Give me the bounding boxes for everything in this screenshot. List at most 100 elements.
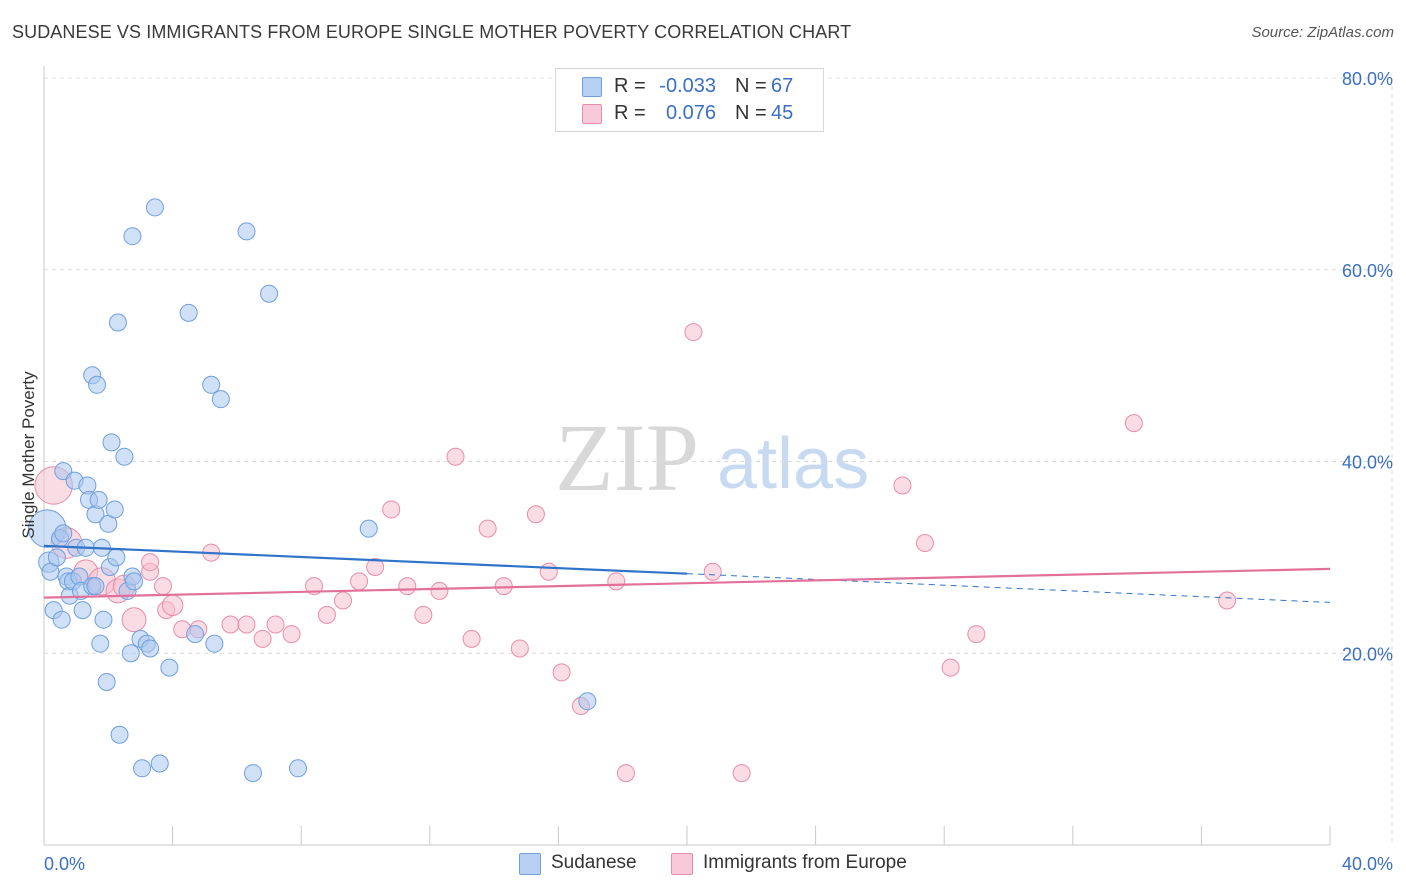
- europe-point: [333, 591, 352, 610]
- correlation-legend: R = -0.033 N = 67 R = 0.076 N = 45: [555, 68, 824, 132]
- sudanese-point: [186, 625, 205, 644]
- sudanese-point: [205, 634, 224, 653]
- sudanese-point: [102, 433, 121, 452]
- sudanese-point: [115, 447, 134, 466]
- sudanese-point: [54, 524, 73, 543]
- sudanese-swatch: [582, 77, 602, 97]
- sudanese-point: [123, 227, 142, 246]
- europe-point: [141, 553, 160, 572]
- europe-point: [161, 594, 184, 617]
- n-value: 67: [771, 75, 794, 97]
- legend-label: Sudanese: [551, 852, 637, 873]
- europe-point: [221, 615, 240, 634]
- r-value: -0.033: [659, 75, 716, 97]
- tick-labels: 20.0% 40.0% 60.0% 80.0% 0.0% 40.0%: [44, 69, 1393, 874]
- sudanese-point: [150, 754, 169, 773]
- europe-point: [414, 605, 433, 624]
- europe-point: [266, 615, 285, 634]
- sudanese-swatch: [519, 853, 541, 875]
- sudanese-point: [73, 601, 92, 620]
- sudanese-trend-line: [43, 544, 688, 575]
- sudanese-point: [260, 284, 279, 303]
- y-tick-label: 40.0%: [1342, 453, 1393, 473]
- n-label: N =: [735, 75, 767, 97]
- europe-point: [703, 562, 722, 581]
- sudanese-point: [86, 577, 105, 596]
- sudanese-point: [97, 673, 116, 692]
- watermark-atlas: atlas: [717, 424, 869, 504]
- europe-point: [382, 500, 401, 519]
- sudanese-point: [91, 634, 110, 653]
- sudanese-point: [145, 198, 164, 217]
- sudanese-point: [578, 692, 597, 711]
- watermark: ZIP atlas: [555, 404, 869, 511]
- sudanese-point: [160, 658, 179, 677]
- sudanese-point: [211, 390, 230, 409]
- sudanese-point: [359, 519, 378, 538]
- y-axis-label: Single Mother Poverty: [19, 371, 38, 539]
- europe-point: [237, 615, 256, 634]
- sudanese-point: [237, 222, 256, 241]
- sudanese-point: [202, 375, 221, 394]
- europe-point: [893, 476, 912, 495]
- sudanese-point: [47, 548, 66, 567]
- europe-swatch: [671, 853, 693, 875]
- n-label: N =: [735, 102, 767, 124]
- sudanese-point: [243, 764, 262, 783]
- europe-point: [526, 505, 545, 524]
- sudanese-trend-extension: [686, 573, 1331, 603]
- sudanese-point: [179, 303, 198, 322]
- r-label: R =: [614, 75, 646, 97]
- n-value: 45: [771, 102, 794, 124]
- y-tick-label: 80.0%: [1342, 69, 1393, 89]
- sudanese-point: [133, 759, 152, 778]
- europe-point: [915, 533, 934, 552]
- sudanese-point: [108, 313, 127, 332]
- sudanese-point: [121, 644, 140, 663]
- europe-point: [121, 607, 147, 633]
- europe-swatch: [582, 104, 602, 124]
- europe-point: [478, 519, 497, 538]
- europe-point: [1124, 414, 1143, 433]
- r-label: R =: [614, 102, 646, 124]
- europe-point: [350, 572, 369, 591]
- europe-point: [607, 572, 626, 591]
- sudanese-point: [52, 610, 71, 629]
- x-tick-label: 40.0%: [1342, 854, 1393, 874]
- x-tick-label: 0.0%: [44, 854, 85, 874]
- grid-lines: [44, 77, 1393, 845]
- chart-title: SUDANESE VS IMMIGRANTS FROM EUROPE SINGL…: [12, 22, 852, 42]
- europe-point: [941, 658, 960, 677]
- sudanese-point: [288, 759, 307, 778]
- sudanese-point: [110, 725, 129, 744]
- sudanese-point: [107, 548, 126, 567]
- sudanese-point: [88, 375, 107, 394]
- europe-point: [253, 629, 272, 648]
- europe-point: [430, 581, 449, 600]
- sudanese-point: [105, 500, 124, 519]
- sudanese-point: [125, 572, 144, 591]
- trend-lines: [43, 544, 1331, 603]
- axes: [43, 66, 1331, 846]
- sudanese-points: [28, 198, 597, 783]
- europe-point: [732, 764, 751, 783]
- legend-label: Immigrants from Europe: [703, 852, 907, 873]
- europe-point: [282, 625, 301, 644]
- europe-point: [510, 639, 529, 658]
- europe-point: [317, 605, 336, 624]
- europe-point: [616, 764, 635, 783]
- europe-point: [552, 663, 571, 682]
- europe-point: [967, 625, 986, 644]
- europe-point: [539, 562, 558, 581]
- sudanese-point: [94, 610, 113, 629]
- europe-point: [366, 557, 385, 576]
- y-tick-label: 60.0%: [1342, 261, 1393, 281]
- europe-point: [153, 577, 172, 596]
- europe-point: [305, 577, 324, 596]
- y-tick-label: 20.0%: [1342, 644, 1393, 664]
- europe-point: [684, 323, 703, 342]
- europe-point: [446, 447, 465, 466]
- watermark-zip: ZIP: [555, 404, 699, 511]
- europe-point: [398, 577, 417, 596]
